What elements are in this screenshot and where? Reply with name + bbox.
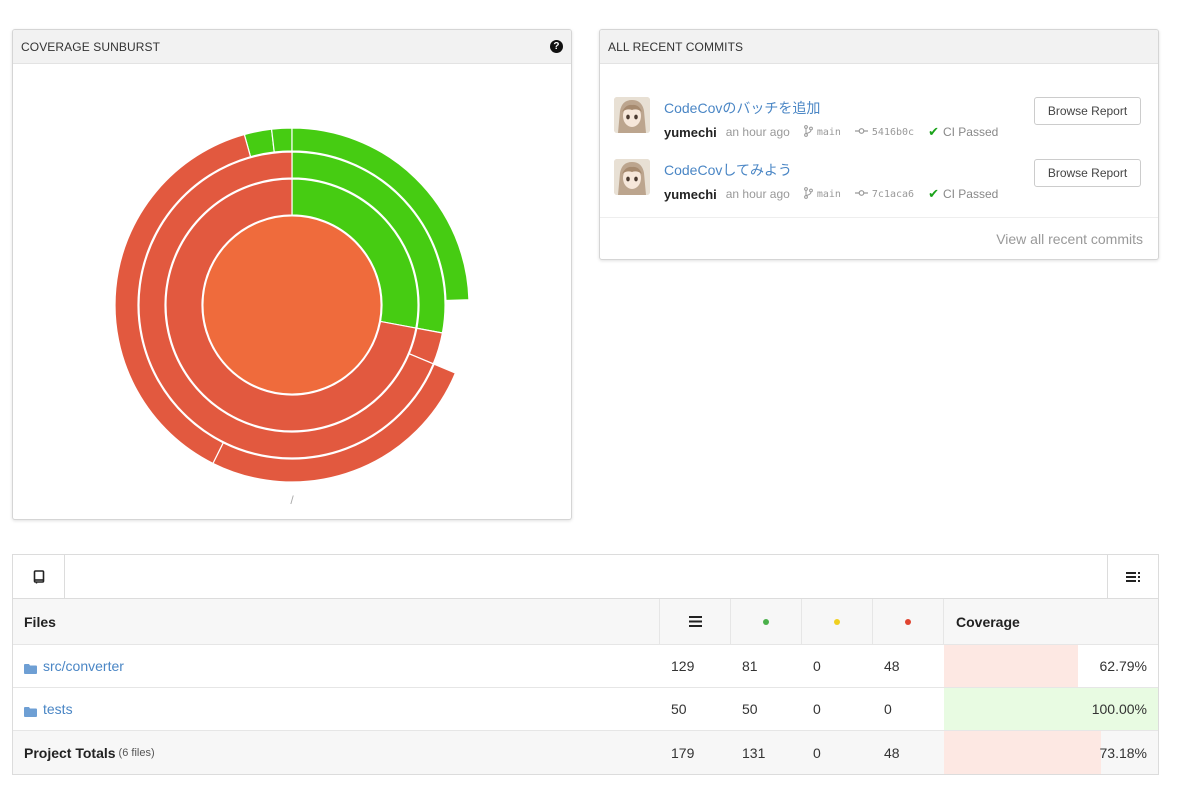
misses-cell: 48 [884,658,900,674]
file-name[interactable]: src/converter [43,658,124,674]
commit-icon [854,126,868,138]
lines-cell: 129 [671,658,695,674]
sunburst-center[interactable] [202,215,382,395]
files-column-header[interactable]: Files [13,599,660,644]
coverage-value: 73.18% [1099,744,1147,761]
commit-message-link[interactable]: CodeCovのバッチを追加 [664,100,821,116]
sunburst-segment[interactable] [165,178,417,432]
commit-author[interactable]: yumechi [664,124,717,140]
table-row: src/converter 129 81 0 48 62.79% [13,645,1158,688]
sunburst-path-label: / [290,493,294,507]
commit-sha[interactable]: 5416b0c [871,126,915,138]
totals-file-count: (6 files) [118,746,155,759]
commit-branch: main [816,126,841,138]
browse-report-button[interactable]: Browse Report [1034,97,1141,125]
branch-icon [803,124,813,140]
project-totals-row: Project Totals (6 files) 179 131 0 48 73… [13,731,1158,774]
lines-cell: 50 [671,701,687,717]
misses-column-header[interactable] [873,599,944,644]
sunburst-title: COVERAGE SUNBURST [21,39,161,54]
avatar[interactable] [614,97,650,133]
totals-label-cell: Project Totals (6 files) [13,731,660,774]
coverage-sunburst-panel: COVERAGE SUNBURST ? / [12,29,572,520]
commit-item: CodeCovのバッチを追加 yumechi an hour ago main … [600,97,1158,159]
commit-meta: yumechi an hour ago main 7c1aca6 ✔ CI Pa… [664,186,998,202]
commit-meta: yumechi an hour ago main 5416b0c ✔ CI Pa… [664,124,998,140]
commit-time: an hour ago [725,187,790,201]
files-table: Files Coverage src/converter 129 81 [12,554,1159,775]
sunburst-chart[interactable] [13,65,571,485]
check-icon: ✔ [928,186,939,201]
commits-header: ALL RECENT COMMITS [600,30,1158,64]
misses-cell: 0 [884,701,892,717]
file-link[interactable]: tests [24,701,73,717]
coverage-column-header[interactable]: Coverage [956,613,1020,630]
partials-column-header[interactable] [802,599,873,644]
partial-dot-icon [834,618,840,625]
file-cell: tests [13,688,660,730]
list-view-icon[interactable] [1107,555,1158,598]
sunburst-segment[interactable] [291,127,470,302]
miss-dot-icon [905,618,911,625]
commit-time: an hour ago [725,125,790,139]
hits-cell: 131 [742,744,766,761]
hits-cell: 81 [742,658,758,674]
lines-icon [688,614,702,630]
commit-icon [854,188,868,200]
sunburst-segment[interactable] [270,127,293,153]
commit-message-link[interactable]: CodeCovしてみよう [664,162,792,178]
table-row: tests 50 50 0 0 100.00% [13,688,1158,731]
sunburst-segment[interactable] [114,133,252,465]
view-all-commits-link[interactable]: View all recent commits [600,217,1158,259]
sunburst-segment[interactable] [138,151,435,459]
commit-branch: main [816,188,841,200]
coverage-cell: 73.18% [944,731,1158,774]
branch-icon [803,186,813,202]
file-name[interactable]: tests [43,701,73,717]
recent-commits-panel: ALL RECENT COMMITS CodeCovのバッチを追加 yumech… [599,29,1159,260]
commit-sha[interactable]: 7c1aca6 [871,188,915,200]
folder-icon [24,661,37,674]
commit-item: CodeCovしてみよう yumechi an hour ago main 7c… [600,159,1158,221]
coverage-value: 100.00% [1091,701,1147,717]
ci-status: CI Passed [942,125,999,139]
lines-column-header[interactable] [660,599,731,644]
totals-label: Project Totals [24,744,116,761]
coverage-value: 62.79% [1099,658,1147,674]
question-circle-icon[interactable]: ? [550,40,563,53]
hits-column-header[interactable] [731,599,802,644]
book-icon[interactable] [13,555,65,598]
lines-cell: 179 [671,744,695,761]
file-link[interactable]: src/converter [24,658,124,674]
table-header-row: Files Coverage [13,599,1158,645]
partials-cell: 0 [813,701,821,717]
commits-title: ALL RECENT COMMITS [608,39,744,54]
table-toolbar [13,555,1158,599]
browse-report-button[interactable]: Browse Report [1034,159,1141,187]
commit-author[interactable]: yumechi [664,186,717,202]
coverage-bar [944,731,1101,774]
file-cell: src/converter [13,645,660,687]
folder-icon [24,704,37,717]
misses-cell: 48 [884,744,900,761]
partials-cell: 0 [813,658,821,674]
ci-status: CI Passed [942,187,999,201]
coverage-bar [944,645,1079,687]
coverage-bar [944,688,1158,730]
coverage-cell: 62.79% [944,645,1158,687]
avatar[interactable] [614,159,650,195]
partials-cell: 0 [813,744,821,761]
coverage-cell: 100.00% [944,688,1158,730]
check-icon: ✔ [928,124,939,139]
hits-cell: 50 [742,701,758,717]
sunburst-header: COVERAGE SUNBURST ? [13,30,571,64]
hit-dot-icon [763,618,769,625]
